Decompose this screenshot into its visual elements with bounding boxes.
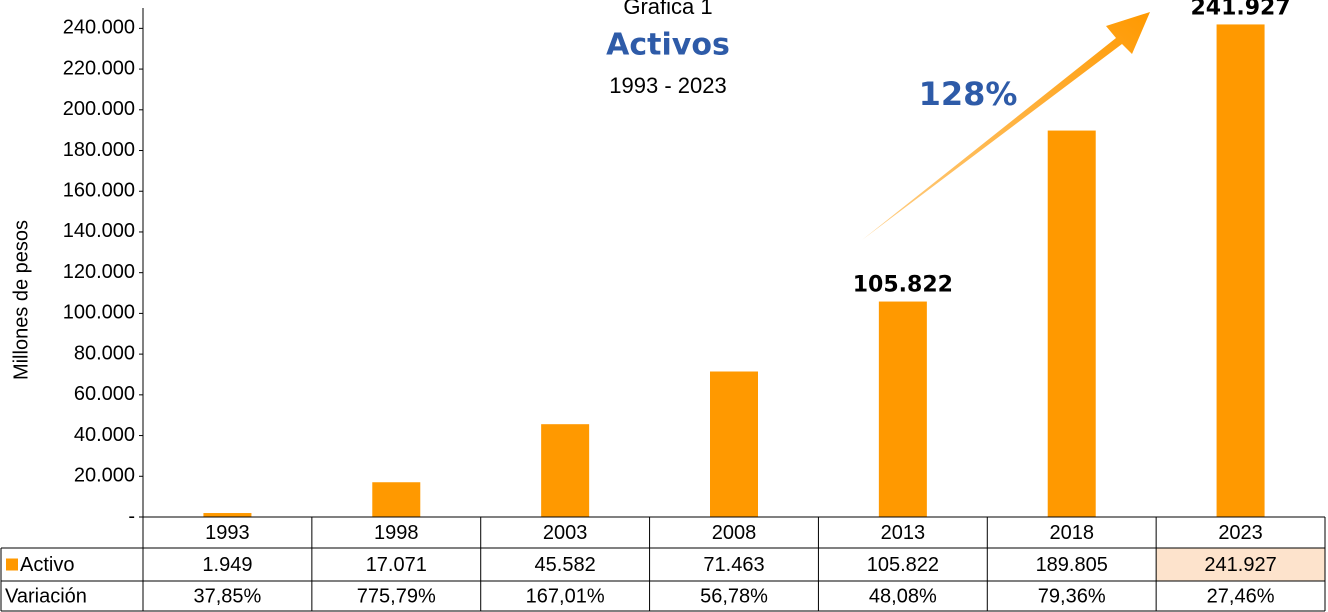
x-tick-label: 2018: [1049, 522, 1094, 544]
x-tick-label: 1993: [205, 522, 250, 544]
table-variation: 48,08%: [869, 585, 937, 607]
bar: [1216, 24, 1265, 518]
y-tick-label: 200.000: [63, 98, 135, 120]
legend-swatch: [6, 558, 18, 571]
table-variation: 37,85%: [194, 585, 262, 607]
period: 1993 - 2023: [609, 73, 726, 98]
table-value: 17.071: [366, 554, 427, 576]
table-variation: 775,79%: [357, 585, 436, 607]
x-tick-label: 2013: [881, 522, 926, 544]
chart-title: Grafica 1: [623, 0, 712, 19]
highlight-cell: [1156, 548, 1325, 581]
y-tick-label: 160.000: [63, 180, 135, 202]
chart-subtitle: Activos: [606, 28, 730, 63]
table-variation: 79,36%: [1038, 585, 1106, 607]
y-axis-label: Millones de pesos: [10, 220, 32, 380]
y-tick-label: 40.000: [74, 424, 135, 446]
annotation: 128%: [919, 75, 1018, 113]
table-value: 1.949: [202, 554, 252, 576]
y-tick-label: 20.000: [74, 465, 135, 487]
data-label: 105.822: [853, 273, 953, 298]
legend-label: Activo: [20, 554, 74, 576]
table-value: 45.582: [535, 554, 596, 576]
table-value: 71.463: [703, 554, 764, 576]
bar: [203, 513, 252, 517]
growth-arrow: [862, 12, 1150, 240]
table-value: 241.927: [1204, 554, 1276, 576]
data-label: 241.927: [1190, 0, 1290, 20]
y-tick-label: 60.000: [74, 383, 135, 405]
y-tick-label: 120.000: [63, 261, 135, 283]
table-variation: 27,46%: [1207, 585, 1275, 607]
table-value: 189.805: [1036, 554, 1108, 576]
y-tick-label: 220.000: [63, 57, 135, 79]
y-tick-label: 80.000: [74, 342, 135, 364]
table-value: 105.822: [867, 554, 939, 576]
table-variation: 56,78%: [700, 585, 768, 607]
x-tick-label: 2003: [543, 522, 588, 544]
bar: [541, 424, 590, 517]
y-tick-label: 240.000: [63, 17, 135, 39]
x-tick-label: 2023: [1218, 522, 1263, 544]
y-tick-label: 100.000: [63, 302, 135, 324]
table-variation: 167,01%: [526, 585, 605, 607]
bar: [1047, 130, 1096, 518]
x-tick-label: 2008: [712, 522, 757, 544]
bar: [878, 301, 927, 517]
bar: [710, 371, 758, 517]
y-tick-label: -: [128, 505, 135, 527]
bar: [372, 482, 421, 517]
row-label: Variación: [5, 585, 87, 607]
x-tick-label: 1998: [374, 522, 419, 544]
y-tick-label: 140.000: [63, 220, 135, 242]
y-tick-label: 180.000: [63, 139, 135, 161]
